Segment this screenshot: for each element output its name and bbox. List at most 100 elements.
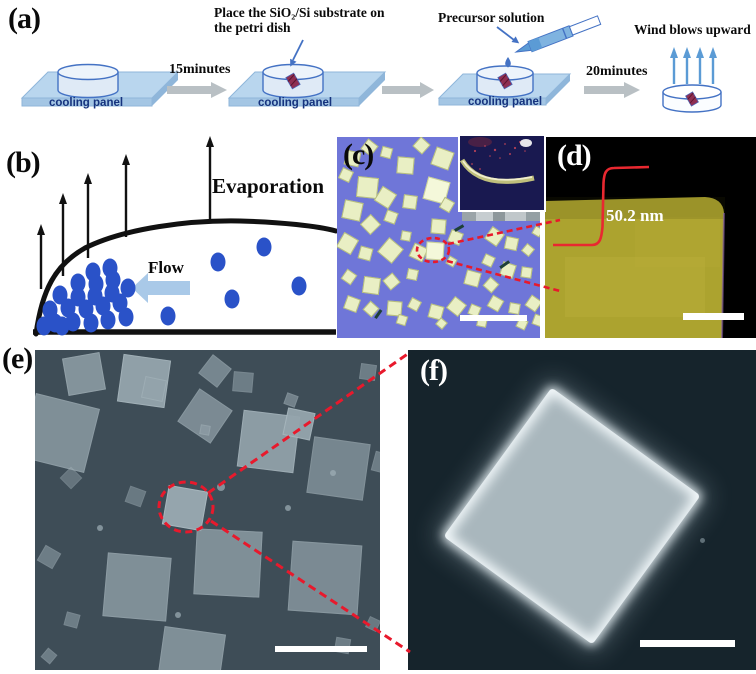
- crystal-square: [382, 272, 401, 291]
- crystal-square: [524, 294, 540, 313]
- crystal-square: [520, 242, 536, 258]
- crystal-square: [177, 388, 233, 444]
- cooling-panel-caption-1: cooling panel: [48, 97, 124, 109]
- scale-bar: [640, 640, 735, 647]
- flow-label: Flow: [148, 258, 184, 277]
- particle-dot: [52, 285, 68, 305]
- petri-dish-1: [57, 63, 119, 99]
- crystal-square: [430, 218, 447, 235]
- scattered-particles: [160, 237, 307, 326]
- duration-2-label: 20minutes: [586, 64, 648, 79]
- inset-image: [460, 137, 535, 184]
- crystal-square: [361, 275, 382, 296]
- particle-dot: [112, 293, 128, 313]
- crystal-square: [198, 354, 232, 388]
- particle-dot: [285, 505, 291, 511]
- crystal-square: [407, 297, 422, 312]
- particle-dot: [36, 316, 52, 336]
- wind-note: Wind blows upward: [634, 22, 751, 37]
- small-particle: [700, 538, 705, 543]
- cooling-panel-caption-3: cooling panel: [467, 96, 543, 108]
- particle-dot: [291, 276, 307, 296]
- particle-dot: [118, 307, 134, 327]
- particle-dot: [210, 252, 226, 272]
- process-schematic: [20, 15, 722, 113]
- crystal-square: [340, 268, 358, 286]
- crystal-square: [306, 436, 371, 501]
- particle-dot: [256, 237, 272, 257]
- crystal-square: [370, 450, 380, 476]
- flow-arrow: [132, 273, 190, 303]
- crystal-square: [359, 213, 382, 236]
- evaporation-label: Evaporation: [212, 174, 325, 198]
- crystal-square: [61, 351, 107, 397]
- height-profile-line: [553, 165, 650, 247]
- sem-overview-image: [35, 350, 380, 670]
- thickness-label: 50.2 nm: [606, 206, 664, 225]
- crystal-square: [400, 230, 412, 242]
- panel-c-label: (c): [343, 138, 374, 171]
- panel-f-label: (f): [420, 354, 448, 387]
- pipette-icon: [514, 15, 602, 53]
- crystal-square: [232, 371, 254, 393]
- scale-bar: [683, 313, 744, 320]
- afm-crystal: [545, 165, 725, 338]
- crystal-square: [358, 362, 378, 382]
- sem-closeup-image: [408, 350, 756, 670]
- crystal-square: [283, 392, 299, 408]
- droplet-flow-diagram: [33, 136, 337, 337]
- crystal-square: [282, 407, 316, 441]
- substrate-chip: [285, 72, 301, 90]
- crystal-square: [481, 253, 496, 268]
- crystal-square: [395, 313, 409, 327]
- process-arrow-1: [167, 82, 227, 98]
- crystal-square: [531, 313, 540, 328]
- droplet-ring-inset: [458, 134, 546, 212]
- crystal-square: [161, 484, 209, 532]
- particle-dot: [100, 310, 116, 330]
- crystal-square: [445, 295, 468, 318]
- process-arrow-2: [382, 82, 434, 98]
- panel-e-label: (e): [2, 342, 33, 375]
- duration-1-label: 15minutes: [169, 62, 231, 77]
- scale-bar: [460, 315, 527, 321]
- particle-dot: [54, 316, 70, 336]
- panel-b-label: (b): [6, 146, 41, 179]
- crystal-square: [486, 294, 505, 313]
- crystal-square: [124, 485, 147, 508]
- crystal-square: [412, 137, 431, 155]
- crystal-square: [383, 209, 399, 225]
- crystal-square: [193, 528, 263, 598]
- crystal-square: [482, 276, 500, 294]
- crystal-square: [531, 225, 540, 238]
- crystal-square: [377, 237, 404, 264]
- crystal-square: [454, 224, 464, 232]
- crystal-square: [63, 611, 81, 629]
- crystal-square: [337, 231, 360, 256]
- crystal-square: [520, 266, 533, 279]
- crystal-square: [425, 241, 445, 261]
- crystal-square: [287, 540, 363, 616]
- crystal-square: [140, 375, 168, 403]
- particle-dot: [160, 306, 176, 326]
- crystal-square: [199, 424, 211, 436]
- crystal-square: [405, 267, 420, 282]
- inset-scale-strip: [462, 212, 540, 221]
- precursor-note: Precursor solution: [438, 10, 545, 25]
- precursor-pointer-arrow: [496, 26, 520, 44]
- panel-d-label: (d): [557, 139, 592, 172]
- crystal-square: [445, 255, 458, 268]
- crystal-square: [36, 544, 62, 570]
- crystal-square: [402, 194, 418, 210]
- scale-bar: [275, 646, 367, 652]
- speckles: [471, 141, 526, 170]
- crystal-square: [155, 625, 227, 670]
- droplet-profile-curve: [33, 218, 337, 337]
- petri-dish-2: [262, 63, 324, 99]
- crystal-square: [379, 145, 394, 160]
- substrate-chip: [497, 72, 513, 90]
- particle-dot: [70, 273, 86, 293]
- crystal-square: [35, 392, 101, 474]
- crystal-square: [396, 156, 415, 175]
